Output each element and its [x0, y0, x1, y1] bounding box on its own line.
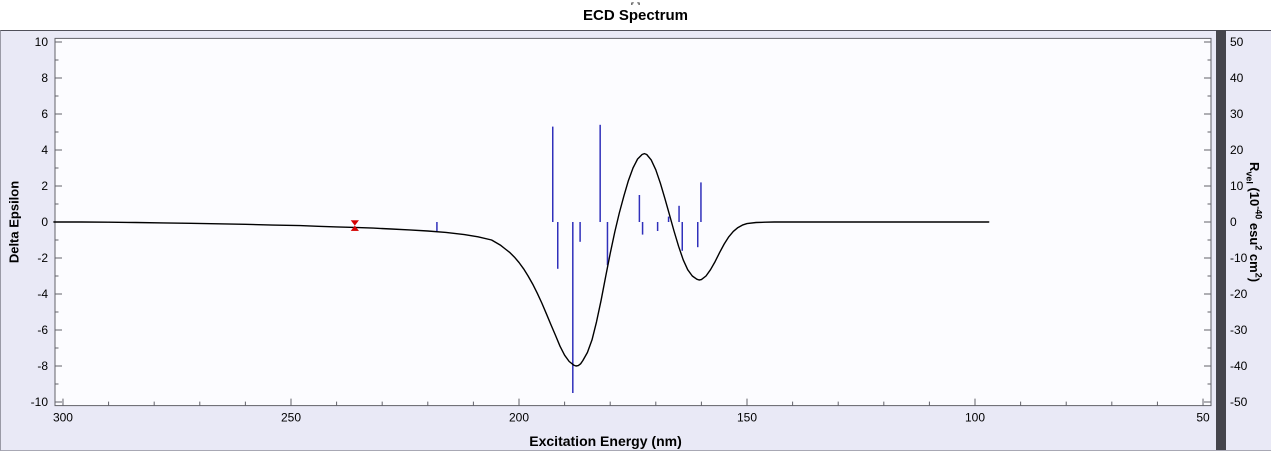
tick-label: 20 — [1230, 143, 1244, 157]
tick-label: -40 — [1230, 359, 1248, 373]
tick-label: -4 — [37, 287, 48, 301]
chart-title: ECD Spectrum — [582, 7, 689, 24]
red-experimental-marker — [350, 220, 359, 231]
tick-label: 50 — [1196, 411, 1210, 425]
tick-label: 10 — [35, 35, 49, 49]
tick-label: -2 — [37, 251, 48, 265]
tick-label: -10 — [31, 395, 49, 409]
y-axis-label-left: Delta Epsilon — [6, 180, 22, 264]
tick-label: 0 — [1230, 215, 1237, 229]
plot-frame — [54, 37, 1212, 407]
tick-label: -6 — [37, 323, 48, 337]
tick-label: 30 — [1230, 107, 1244, 121]
tick-label: 0 — [41, 215, 48, 229]
tick-label: 2 — [41, 179, 48, 193]
tick-label: 250 — [281, 411, 301, 425]
tick-label: 4 — [41, 143, 48, 157]
tick-label: 40 — [1230, 71, 1244, 85]
tick-label: 300 — [53, 411, 73, 425]
tick-label: 50 — [1230, 35, 1244, 49]
rotatory-strength-sticks — [436, 124, 702, 393]
ecd-curve — [53, 152, 990, 367]
tick-label: -20 — [1230, 287, 1248, 301]
x-axis-label: Excitation Energy (nm) — [529, 433, 682, 449]
tick-label: -30 — [1230, 323, 1248, 337]
tick-label: 10 — [1230, 179, 1244, 193]
clipped-top-text: ·[ ]· — [0, 0, 1271, 5]
tick-label: 100 — [965, 411, 985, 425]
axis-tick-labels: 300 250 200 150 100 501086420-2-4-6-8-1050403… — [31, 35, 1248, 425]
clipped-top-text-content: ·[ ]· — [627, 0, 645, 5]
tick-label: 6 — [41, 107, 48, 121]
tick-label: -10 — [1230, 251, 1248, 265]
tick-label: 8 — [41, 71, 48, 85]
axis-ticks — [55, 41, 1211, 406]
tick-label: -8 — [37, 359, 48, 373]
tick-label: -50 — [1230, 395, 1248, 409]
y-axis-label-right: Rvel (10-40 esu2 cm2) — [1244, 161, 1264, 283]
tick-label: 200 — [509, 411, 529, 425]
tick-label: 150 — [737, 411, 757, 425]
right-shadow-band — [1216, 30, 1226, 450]
